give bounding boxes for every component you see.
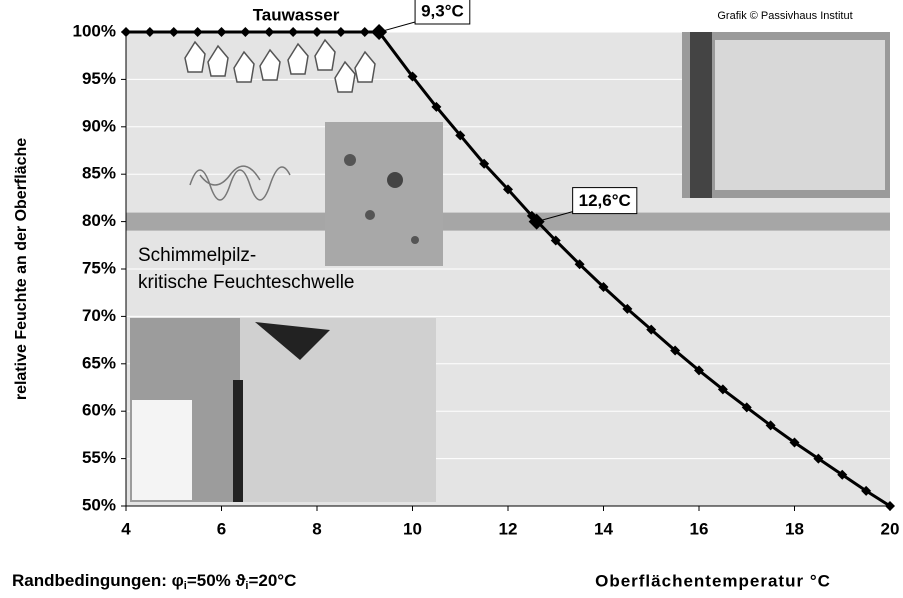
y-tick-label: 90% [82,116,116,135]
annotation-label: 12,6°C [579,191,631,210]
x-tick-label: 18 [785,519,804,538]
x-tick-label: 14 [594,519,613,538]
x-axis-label: Oberflächentemperatur °C [595,571,831,590]
window-light [132,400,192,500]
mold-spot [411,236,419,244]
y-tick-label: 50% [82,495,116,514]
x-tick-label: 4 [121,519,131,538]
credit: Grafik © Passivhaus Institut [717,10,852,22]
conditions-part: =20°C [248,571,296,590]
x-tick-label: 12 [499,519,518,538]
window-pane [715,40,885,190]
annotation-leader [379,22,415,32]
x-tick-label: 6 [217,519,226,538]
conditions: Randbedingungen: φi=50% ϑi=20°C [12,571,296,591]
conditions-part: =50% ϑ [187,571,246,590]
x-tick-label: 16 [690,519,709,538]
y-tick-label: 70% [82,306,116,325]
conditions-part: Randbedingungen: φ [12,571,184,590]
x-tick-label: 20 [881,519,900,538]
y-tick-label: 65% [82,353,116,372]
y-axis-label: relative Feuchte an der Oberfläche [13,138,30,400]
x-tick-label: 10 [403,519,422,538]
y-tick-label: 80% [82,211,116,230]
y-tick-label: 85% [82,164,116,183]
y-tick-label: 55% [82,448,116,467]
y-tick-label: 95% [82,69,116,88]
mold-spot [387,172,403,188]
y-tick-label: 60% [82,401,116,420]
annotation-label: 9,3°C [421,1,464,20]
chart: 9,3°C 12,6°C Grafik © Passivhaus Institut… [0,0,903,598]
mold-spot [365,210,375,220]
mold-photo [325,122,443,266]
y-tick-label: 75% [82,258,116,277]
threshold-label: Schimmelpilz- [138,245,256,266]
threshold-band [126,213,890,231]
mold-edge [233,380,243,502]
y-tick-label: 100% [73,21,116,40]
condensation-label: Tauwasser [253,5,340,24]
x-tick-label: 8 [312,519,321,538]
curtain [690,32,712,198]
mold-spot [344,154,356,166]
threshold-label: kritische Feuchteschwelle [138,272,354,293]
